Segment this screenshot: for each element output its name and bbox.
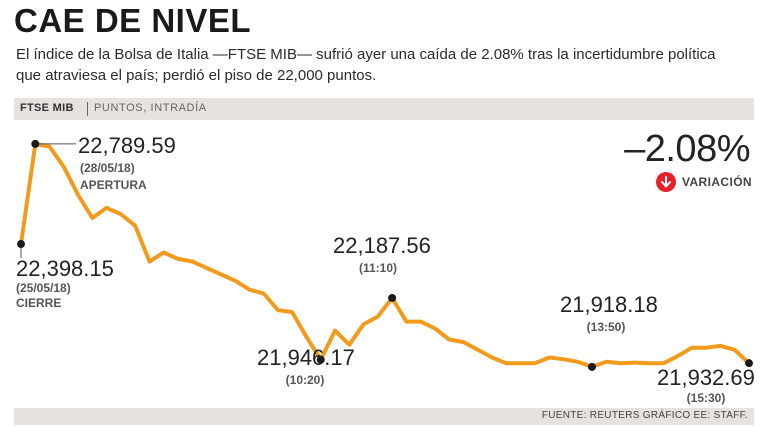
series-line	[19, 141, 751, 369]
data-point-marker	[745, 359, 753, 368]
band-divider	[87, 102, 88, 116]
units-label: PUNTOS, INTRADÍA	[94, 102, 207, 114]
variation-value: –2.08%	[624, 128, 750, 170]
variation-row: VARIACIÓN	[655, 172, 752, 192]
subtitle: El índice de la Bolsa de Italia —FTSE MI…	[16, 46, 716, 84]
footer: FUENTE: REUTERS GRÁFICO EE: STAFF.	[14, 408, 754, 425]
down-arrow-icon	[655, 172, 676, 192]
data-point-marker	[31, 139, 40, 148]
label-open-tag: APERTURA	[80, 178, 147, 192]
page-title: CAE DE NIVEL	[14, 2, 252, 39]
label-close-date: (25/05/18)	[16, 281, 71, 295]
label-peak-value: 22,187.56	[333, 233, 431, 258]
label-open-value: 22,789.59	[78, 133, 176, 158]
data-point-marker	[587, 362, 596, 371]
label-close-value: 22,398.15	[16, 256, 114, 281]
variation-label: VARIACIÓN	[681, 175, 752, 189]
index-name: FTSE MIB	[20, 102, 74, 114]
label-low-value: 21,946.17	[257, 345, 355, 370]
source-credit: FUENTE: REUTERS GRÁFICO EE: STAFF.	[541, 410, 748, 421]
label-1350-time: (13:50)	[587, 320, 626, 334]
label-last-time: (15:30)	[687, 391, 726, 405]
label-open-date: (28/05/18)	[80, 161, 135, 175]
data-point-marker	[388, 293, 397, 302]
label-1350-value: 21,918.18	[560, 292, 658, 317]
markers	[17, 139, 753, 371]
chart-label-band: FTSE MIB PUNTOS, INTRADÍA	[14, 98, 754, 120]
label-close-tag: CIERRE	[16, 296, 61, 310]
data-point-marker	[316, 355, 325, 364]
data-point-marker	[17, 240, 25, 249]
label-last-value: 21,932.69	[657, 365, 755, 390]
label-low-time: (10:20)	[286, 373, 325, 387]
label-peak-time: (11:10)	[359, 261, 397, 275]
